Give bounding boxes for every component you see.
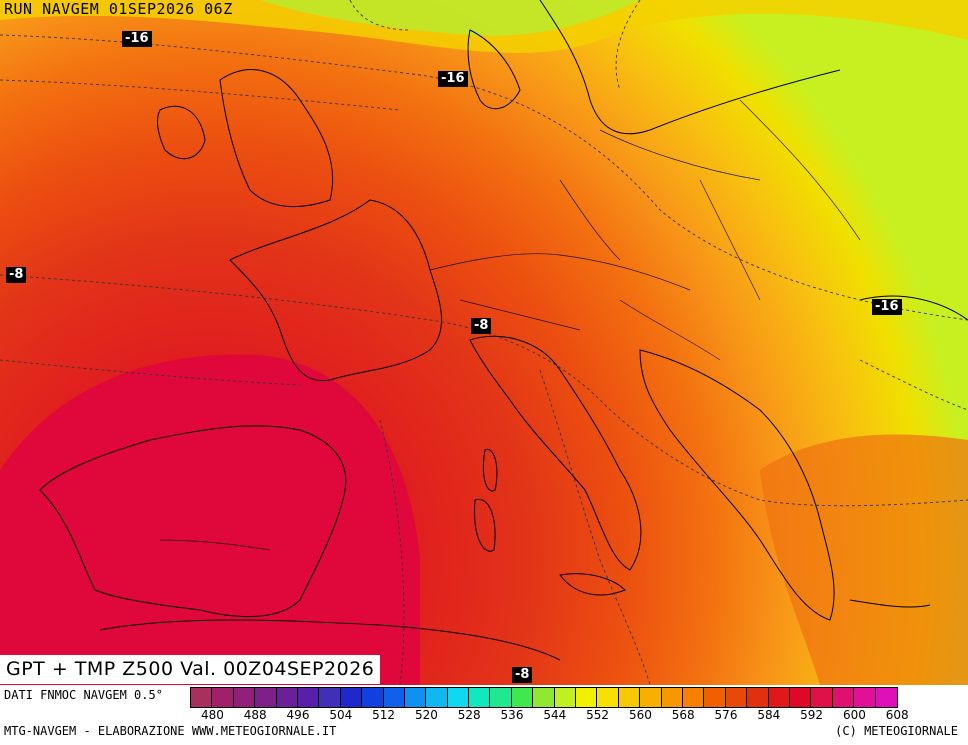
colorbar-tick-label: 544 — [543, 708, 567, 722]
colorbar-cell — [212, 688, 234, 707]
contour-label: -8 — [512, 667, 533, 683]
colorbar — [190, 687, 898, 708]
colorbar-cell — [725, 688, 748, 707]
colorbar-cell — [319, 688, 341, 707]
geopotential-field — [0, 0, 968, 685]
colorbar-cell — [447, 688, 470, 707]
contour-label: -8 — [471, 318, 492, 334]
colorbar-tick-label: 504 — [329, 708, 353, 722]
colorbar-cell — [490, 688, 512, 707]
colorbar-cell — [469, 688, 491, 707]
colorbar-cell — [682, 688, 705, 707]
colorbar-cell — [511, 688, 534, 707]
colorbar-cell — [640, 688, 662, 707]
colorbar-cell — [362, 688, 384, 707]
colorbar-cell — [191, 688, 213, 707]
colorbar-tick-label: 568 — [671, 708, 695, 722]
colorbar-cell — [426, 688, 448, 707]
colorbar-cell — [576, 688, 598, 707]
colorbar-tick-label: 536 — [500, 708, 524, 722]
credit-right: (C) METEOGIORNALE — [835, 724, 958, 738]
contour-label: -16 — [122, 31, 152, 47]
colorbar-cell — [832, 688, 855, 707]
colorbar-cell — [255, 688, 277, 707]
colorbar-cell — [704, 688, 726, 707]
colorbar-tick-label: 496 — [286, 708, 310, 722]
colorbar-cell — [747, 688, 769, 707]
colorbar-tick-label: 560 — [628, 708, 652, 722]
run-title: RUN NAVGEM 01SEP2026 06Z — [4, 0, 233, 18]
colorbar-cell — [383, 688, 405, 707]
colorbar-tick-label: 600 — [842, 708, 866, 722]
colorbar-tick-label: 528 — [457, 708, 481, 722]
contour-label: -16 — [872, 299, 902, 315]
colorbar-cell — [404, 688, 427, 707]
contour-label: -8 — [6, 267, 27, 283]
colorbar-cell — [768, 688, 790, 707]
colorbar-tick-label: 552 — [586, 708, 610, 722]
colorbar-tick-label: 608 — [885, 708, 909, 722]
legend-source: DATI FNMOC NAVGEM 0.5° — [4, 688, 163, 702]
colorbar-cell — [554, 688, 577, 707]
colorbar-cell — [276, 688, 298, 707]
colorbar-cell — [340, 688, 363, 707]
colorbar-tick-label: 512 — [372, 708, 396, 722]
contour-label: -16 — [438, 71, 468, 87]
colorbar-tick-label: 480 — [200, 708, 224, 722]
colorbar-cell — [597, 688, 619, 707]
colorbar-cell — [233, 688, 256, 707]
colorbar-tick-label: 584 — [757, 708, 781, 722]
colorbar-tick-label: 520 — [414, 708, 438, 722]
colorbar-cell — [533, 688, 555, 707]
colorbar-tick-label: 488 — [243, 708, 267, 722]
colorbar-cell — [875, 688, 897, 707]
valid-caption: GPT + TMP Z500 Val. 00Z04SEP2026 — [0, 655, 381, 684]
credit-left: MTG-NAVGEM - ELABORAZIONE WWW.METEOGIORN… — [4, 724, 337, 738]
isotherm-lines — [0, 0, 968, 685]
colorbar-cell — [297, 688, 320, 707]
colorbar-tick-label: 576 — [714, 708, 738, 722]
colorbar-cell — [618, 688, 641, 707]
colorbar-cell — [661, 688, 683, 707]
colorbar-cell — [811, 688, 833, 707]
colorbar-cell — [854, 688, 876, 707]
border-lines — [159, 99, 861, 551]
map-panel: RUN NAVGEM 01SEP2026 06Z -16 -16 -8 -8 -… — [0, 0, 968, 685]
colorbar-cell — [789, 688, 812, 707]
coastline-lines — [39, 0, 968, 661]
colorbar-tick-label: 592 — [800, 708, 824, 722]
